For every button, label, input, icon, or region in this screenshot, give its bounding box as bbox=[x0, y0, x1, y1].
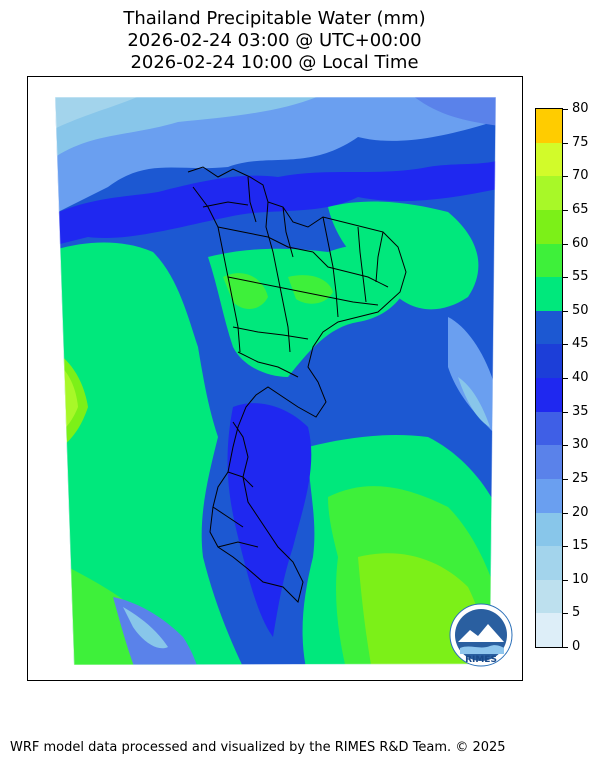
colorbar-tick-label: 20 bbox=[572, 504, 589, 520]
colorbar bbox=[535, 108, 563, 648]
colorbar-bin bbox=[536, 109, 562, 143]
colorbar-tick bbox=[563, 613, 568, 615]
colorbar-tick-label: 55 bbox=[572, 269, 589, 285]
colorbar-bin bbox=[536, 613, 562, 647]
map-title: Thailand Precipitable Water (mm) bbox=[123, 8, 426, 29]
colorbar-tick bbox=[563, 445, 568, 447]
rimes-logo: RIMES bbox=[449, 603, 513, 667]
map-time-utc: 2026-02-24 03:00 @ UTC+00:00 bbox=[127, 30, 422, 51]
colorbar-tick-label: 15 bbox=[572, 538, 589, 554]
colorbar-bin bbox=[536, 277, 562, 311]
colorbar-tick bbox=[563, 109, 568, 110]
colorbar-tick bbox=[563, 411, 568, 413]
colorbar-tick bbox=[563, 579, 568, 581]
colorbar-bin bbox=[536, 378, 562, 412]
colorbar-tick-label: 45 bbox=[572, 336, 589, 352]
colorbar-tick bbox=[563, 277, 568, 279]
colorbar-tick bbox=[563, 209, 568, 211]
colorbar-tick-label: 65 bbox=[572, 201, 589, 217]
colorbar-tick-label: 10 bbox=[572, 571, 589, 587]
colorbar-bin bbox=[536, 142, 562, 177]
colorbar-tick bbox=[563, 478, 568, 480]
colorbar-tick bbox=[563, 647, 568, 648]
colorbar-tick-label: 75 bbox=[572, 134, 589, 150]
colorbar-tick bbox=[563, 176, 568, 178]
credit-footer: WRF model data processed and visualized … bbox=[10, 740, 506, 755]
colorbar-bin bbox=[536, 209, 562, 244]
colorbar-tick-label: 70 bbox=[572, 168, 589, 184]
colorbar-tick bbox=[563, 344, 568, 346]
colorbar-tick bbox=[563, 378, 568, 379]
colorbar-bin bbox=[536, 512, 562, 547]
colorbar-bin bbox=[536, 579, 562, 614]
colorbar-tick-label: 40 bbox=[572, 370, 589, 385]
province-boundaries bbox=[187, 166, 407, 603]
colorbar-tick-label: 35 bbox=[572, 403, 589, 419]
map-time-local: 2026-02-24 10:00 @ Local Time bbox=[130, 52, 419, 73]
colorbar-tick-label: 25 bbox=[572, 470, 589, 486]
colorbar-tick bbox=[563, 243, 568, 245]
colorbar-tick-label: 50 bbox=[572, 302, 589, 318]
colorbar-tick bbox=[563, 142, 568, 144]
colorbar-tick bbox=[563, 512, 568, 514]
colorbar-bin bbox=[536, 310, 562, 345]
colorbar-tick-label: 80 bbox=[572, 101, 589, 116]
colorbar-bin bbox=[536, 176, 562, 210]
colorbar-bin bbox=[536, 344, 562, 378]
colorbar-tick bbox=[563, 310, 568, 312]
colorbar-tick bbox=[563, 546, 568, 548]
precipitable-water-map bbox=[54, 96, 497, 666]
colorbar-bin bbox=[536, 411, 562, 446]
water-field bbox=[55, 97, 496, 665]
colorbar-tick-label: 30 bbox=[572, 437, 589, 453]
colorbar-tick-label: 5 bbox=[572, 605, 581, 621]
colorbar-bin bbox=[536, 478, 562, 513]
colorbar-bin bbox=[536, 445, 562, 479]
map-panel[interactable] bbox=[27, 76, 523, 681]
colorbar-tick-label: 60 bbox=[572, 235, 589, 251]
colorbar-tick-label: 0 bbox=[572, 639, 581, 654]
colorbar-bin bbox=[536, 243, 562, 278]
colorbar-bin bbox=[536, 546, 562, 580]
logo-text: RIMES bbox=[465, 655, 497, 665]
